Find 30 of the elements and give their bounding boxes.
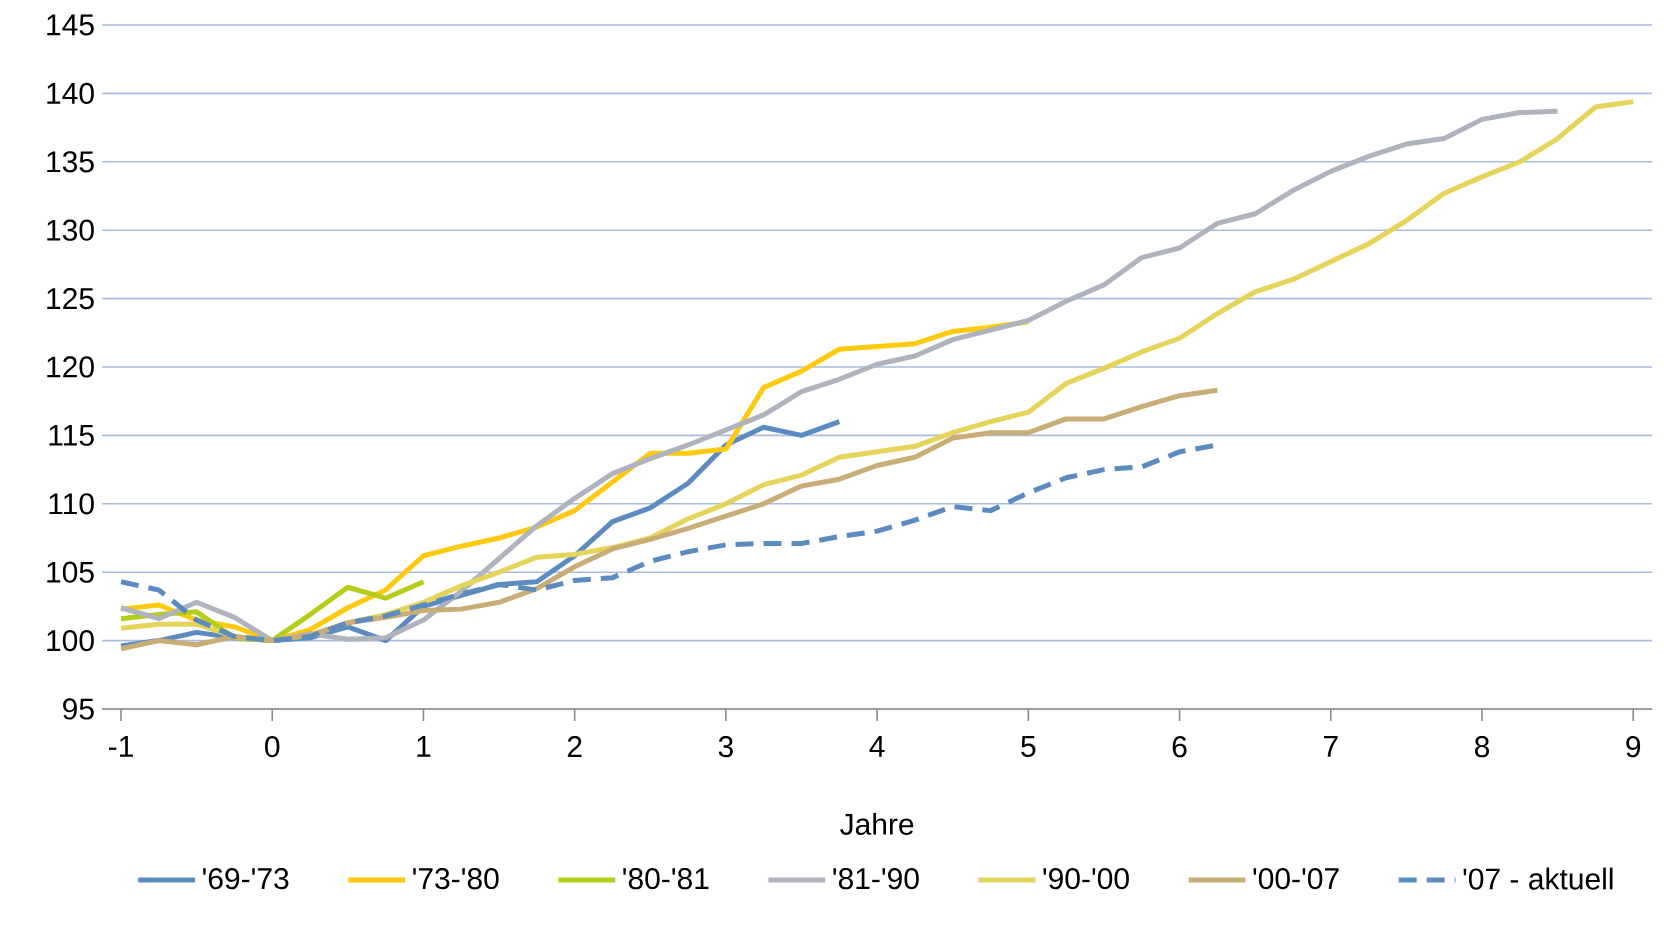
x-tick-label: 4 (869, 736, 885, 757)
y-tick-label: 105 (47, 561, 94, 583)
legend-label: '73-'80 (413, 868, 499, 890)
y-tick-label: 145 (47, 14, 94, 36)
y-tick-label: 125 (47, 287, 94, 310)
y-tick-label: 130 (47, 219, 94, 241)
x-tick-label: 5 (1021, 736, 1036, 757)
legend-label: '69-'73 (203, 868, 289, 890)
legend-label: '07 - aktuell (1463, 867, 1613, 890)
y-tick-label: 120 (47, 356, 94, 378)
legend-label: '80-'81 (623, 868, 709, 890)
x-tick-label: -1 (108, 736, 133, 757)
x-tick-label: 9 (1626, 736, 1641, 758)
x-tick-label: 3 (718, 736, 733, 758)
x-tick-label: 2 (567, 736, 582, 757)
y-tick-label: 115 (49, 424, 94, 446)
y-tick-label: 110 (49, 493, 94, 515)
x-tick-label: 8 (1474, 736, 1490, 758)
legend-label: '00-'07 (1253, 868, 1339, 890)
legend-label: '81-'90 (833, 868, 919, 890)
y-tick-label: 100 (47, 629, 94, 652)
x-tick-label: 6 (1172, 736, 1187, 758)
y-tick-label: 135 (47, 151, 94, 173)
x-axis-title: Jahre (840, 812, 914, 835)
x-tick-label: 0 (265, 736, 280, 758)
x-tick-label: 1 (417, 736, 431, 757)
y-tick-label: 140 (47, 82, 94, 105)
x-tick-label: 7 (1323, 736, 1338, 757)
legend-label: '90-'00 (1043, 868, 1129, 890)
y-tick-label: 95 (63, 698, 94, 720)
